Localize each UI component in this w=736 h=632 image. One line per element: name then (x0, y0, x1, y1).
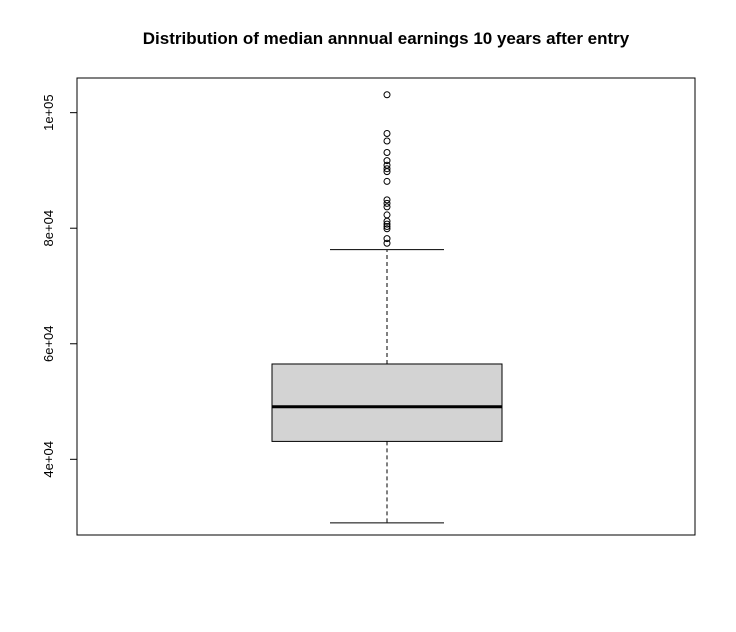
interquartile-box (271, 363, 503, 442)
outlier-point (383, 165, 391, 173)
outlier-point (383, 203, 391, 211)
outlier-point (383, 161, 391, 169)
outlier-point (383, 225, 391, 233)
outlier-point (383, 129, 391, 137)
outlier-point (383, 91, 391, 99)
outlier-point (383, 235, 391, 243)
outlier-point (383, 239, 391, 247)
y-tick-label: 1e+05 (41, 94, 56, 131)
chart-title: Distribution of median annnual earnings … (142, 29, 630, 48)
outlier-point (383, 220, 391, 228)
y-tick-label: 8e+04 (41, 210, 56, 247)
box-plot (271, 249, 503, 524)
outlier-point (383, 196, 391, 204)
plot-frame (76, 77, 696, 536)
y-axis: 4e+04 6e+04 8e+04 1e+05 (41, 94, 78, 478)
outlier-point (383, 211, 391, 219)
outlier-point (383, 222, 391, 230)
outlier-points (383, 91, 391, 247)
outlier-point (383, 177, 391, 185)
outlier-point (383, 199, 391, 207)
outlier-point (383, 137, 391, 145)
y-tick-label: 4e+04 (41, 441, 56, 478)
outlier-point (383, 149, 391, 157)
outlier-point (383, 157, 391, 165)
y-tick-label: 6e+04 (41, 326, 56, 363)
